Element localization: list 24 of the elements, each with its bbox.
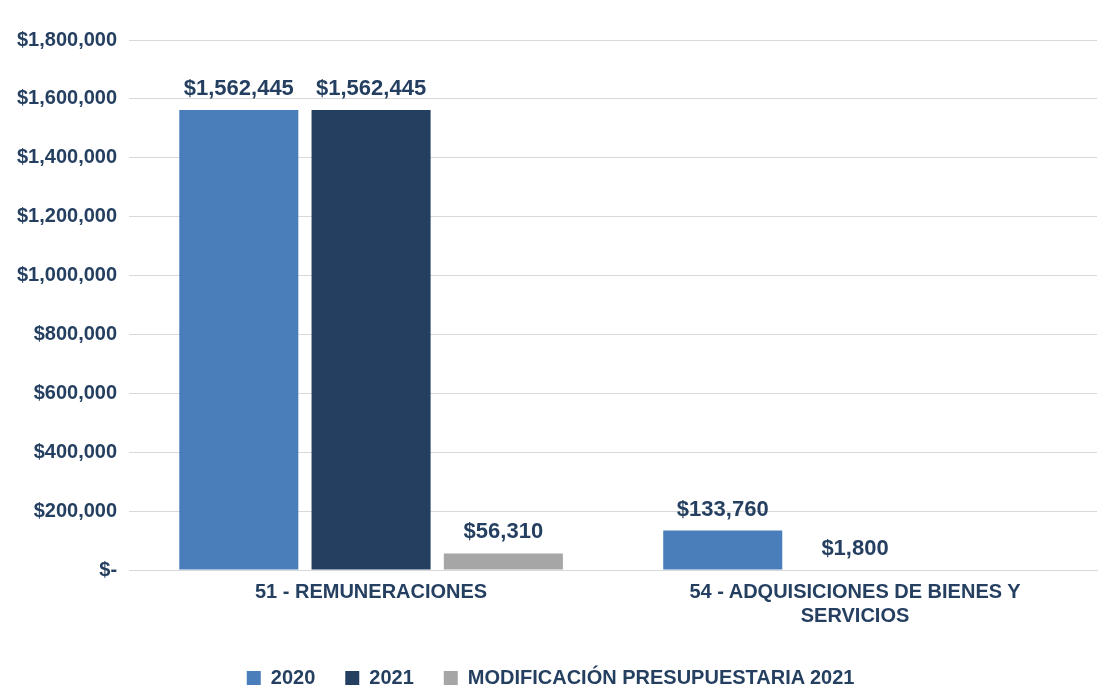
y-tick-label: $1,000,000 [16,263,118,286]
x-tick-label: 51 - REMUNERACIONES [254,579,488,602]
y-tick-label: $1,800,000 [16,27,118,50]
y-tick-label: $1,200,000 [16,204,118,227]
data-label: $133,760 [676,495,769,521]
data-label: $56,310 [463,518,544,544]
y-tick-label: $600,000 [33,380,118,403]
bar [663,530,783,570]
data-label: $1,562,445 [316,75,427,101]
data-label: $1,800 [821,534,889,560]
legend-label: 2021 [369,665,414,688]
legend-label: MODIFICACIÓN PRESUPUESTARIA 2021 [467,664,855,688]
y-tick-label: $800,000 [33,321,118,344]
y-tick-label: $200,000 [33,498,118,521]
x-tick-label: 54 - ADQUISICIONES DE BIENES Y SERVICIOS [689,579,1022,626]
bar [443,553,563,570]
data-label: $1,562,445 [183,75,294,101]
y-tick-label: $1,400,000 [16,145,118,168]
y-tick-label: $- [99,557,118,580]
y-tick-label: $400,000 [33,439,118,462]
legend-label: 2020 [270,665,316,688]
bar [311,109,431,570]
y-tick-label: $1,600,000 [16,86,118,109]
bar [179,109,299,570]
